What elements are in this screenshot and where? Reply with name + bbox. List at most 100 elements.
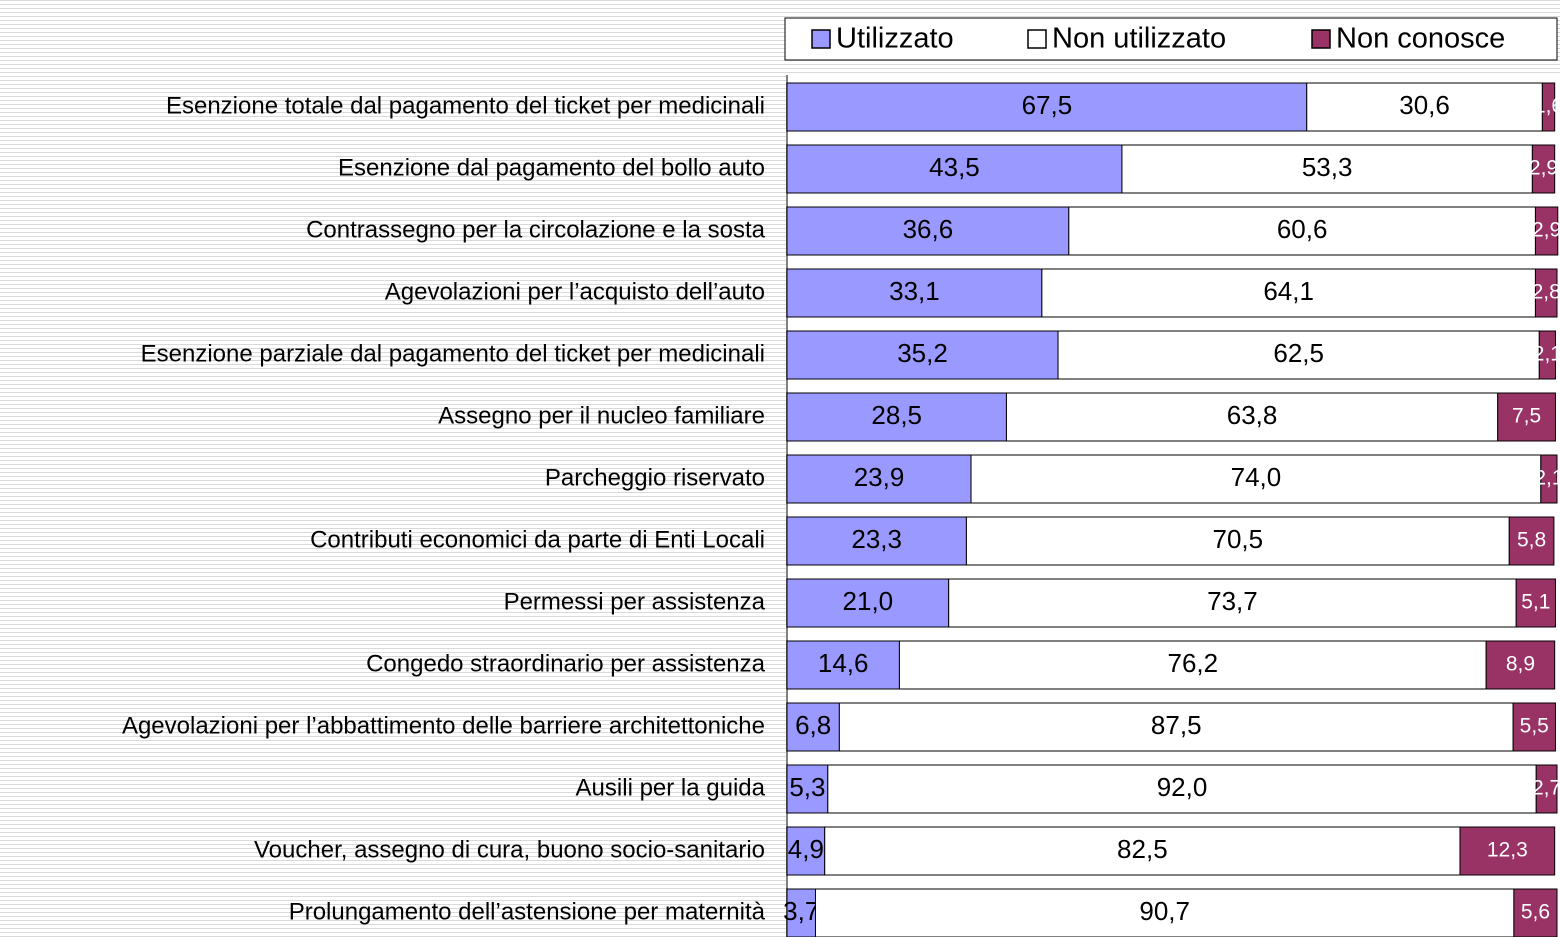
legend-label: Non conosce [1336,23,1505,55]
category-label: Parcheggio riservato [545,464,765,491]
category-label: Agevolazioni per l’acquisto dell’auto [385,278,765,305]
bar-segment [827,764,1537,814]
value-label: 90,7 [1139,896,1190,926]
bar-segment [786,392,1007,442]
bar-segment [786,454,972,504]
value-label: 74,0 [1231,462,1282,492]
category-label: Voucher, assegno di cura, buono socio-sa… [254,836,765,863]
value-label: 21,0 [843,586,894,616]
category-label: Ausili per la guida [576,774,766,801]
bar-segment [1512,702,1556,752]
bar-segment [1534,268,1558,318]
bar-segment [1041,268,1536,318]
bar-segment [1538,330,1556,380]
value-label: 87,5 [1151,710,1202,740]
bar-segment [786,888,816,937]
category-label: Contrassegno per la circolazione e la so… [306,216,766,243]
bar-segment [838,702,1514,752]
category-label: Assegno per il nucleo familiare [438,402,765,429]
value-label: 73,7 [1207,586,1258,616]
value-label: 2,7 [1532,777,1560,800]
bar-segment [1513,888,1558,937]
value-label: 70,5 [1213,524,1264,554]
value-label: 3,7 [783,896,819,926]
value-label: 5,6 [1521,901,1550,924]
legend-swatch [811,29,831,49]
value-label: 2,9 [1529,157,1558,180]
value-label: 76,2 [1167,648,1218,678]
category-label: Contributi economici da parte di Enti Lo… [310,526,765,553]
bar-segment [786,764,829,814]
value-label: 6,8 [795,710,831,740]
bar-segment [1534,206,1559,256]
legend-label: Non utilizzato [1052,23,1226,55]
bar-segment [1306,82,1543,132]
value-label: 7,5 [1512,405,1541,428]
bar-segment [1515,578,1556,628]
bar-segment [786,330,1059,380]
value-label: 82,5 [1117,834,1168,864]
legend-swatch [1311,29,1331,49]
bar-segment [1531,144,1556,194]
value-label: 1,6 [1534,95,1560,118]
bar-segment [786,826,826,876]
value-label: 4,9 [788,834,824,864]
value-label: 23,9 [854,462,905,492]
category-label: Prolungamento dell’astensione per matern… [289,898,766,925]
value-label: 36,6 [903,214,954,244]
bar-segment [1005,392,1499,442]
bar-segment [1497,392,1556,442]
bar-segment [1540,454,1558,504]
value-label: 5,5 [1520,715,1549,738]
value-label: 62,5 [1273,338,1324,368]
bar-segment [1121,144,1533,194]
category-label: Congedo straordinario per assistenza [366,650,766,677]
bar-segment [1459,826,1556,876]
value-label: 53,3 [1302,152,1353,182]
bar-segment [786,82,1308,132]
value-label: 2,8 [1532,281,1560,304]
value-label: 2,9 [1532,219,1560,242]
bar-segment [1068,206,1536,256]
value-label: 14,6 [818,648,869,678]
value-label: 92,0 [1157,772,1208,802]
bar-segment [965,516,1510,566]
bar-segment [1508,516,1555,566]
value-label: 67,5 [1022,90,1073,120]
value-label: 5,3 [789,772,825,802]
value-label: 5,1 [1521,591,1550,614]
category-label: Permessi per assistenza [504,588,766,615]
legend-box [784,17,1558,61]
value-label: 2,1 [1533,343,1560,366]
value-label: 64,1 [1263,276,1314,306]
bar-segment [1485,640,1556,690]
bar-segment [948,578,1517,628]
value-label: 43,5 [929,152,980,182]
bar-segment [898,640,1487,690]
value-label: 33,1 [889,276,940,306]
value-label: 63,8 [1227,400,1278,430]
value-label: 30,6 [1399,90,1450,120]
value-label: 28,5 [871,400,922,430]
value-label: 23,3 [851,524,902,554]
bar-segment [1541,82,1556,132]
value-label: 8,9 [1506,653,1535,676]
bar-segment [786,578,950,628]
legend-swatch [1027,29,1047,49]
value-label: 12,3 [1487,839,1528,862]
category-label: Esenzione dal pagamento del bollo auto [338,154,765,181]
category-label: Esenzione parziale dal pagamento del tic… [141,340,765,367]
category-label: Agevolazioni per l’abbattimento delle ba… [122,712,765,739]
bar-segment [970,454,1542,504]
value-label: 5,8 [1517,529,1546,552]
bar-segment [786,144,1123,194]
value-label: 35,2 [897,338,948,368]
value-label: 2,1 [1534,467,1560,490]
legend-label: Utilizzato [836,23,954,55]
bar-segment [786,268,1043,318]
value-label: 60,6 [1277,214,1328,244]
bar-segment [1535,764,1558,814]
bar-segment [786,206,1070,256]
category-label: Esenzione totale dal pagamento del ticke… [166,92,765,119]
